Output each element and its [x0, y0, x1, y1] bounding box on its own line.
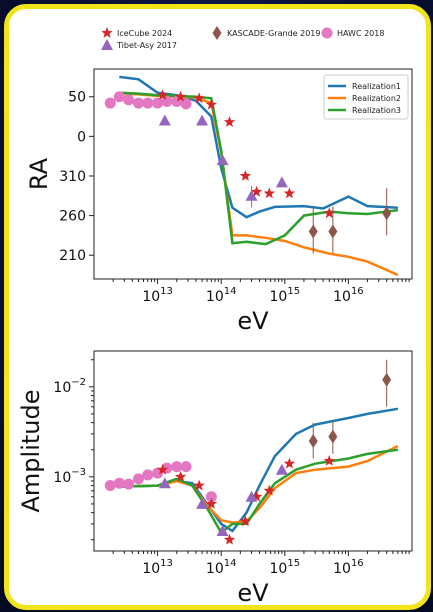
panel1-point-triangle [216, 154, 229, 166]
poster-frame: IceCube 2024 Tibet-Asy 2017 KASCADE-Grande… [4, 4, 431, 610]
panel1-point-circle [161, 95, 173, 107]
legend-marker-2 [212, 26, 222, 40]
line-legend-label-0: Realization1 [352, 82, 401, 91]
panel2-xlabel: eV [237, 579, 269, 605]
panel2-point-star [223, 533, 236, 545]
panel1-point-circle [152, 97, 164, 109]
panel2-point-triangle [275, 463, 288, 475]
panel1-point-star [223, 116, 236, 127]
legend-marker-1 [101, 39, 113, 50]
legend-marker-0 [101, 27, 113, 38]
panel1-point-star [205, 98, 218, 110]
panel1-point-diamond [328, 224, 338, 239]
line-legend-label-2: Realization3 [352, 106, 401, 115]
panel1-point-circle [142, 97, 154, 109]
panel1-point-star [174, 90, 187, 102]
panel1-line-Realization3 [119, 91, 399, 246]
panel1-ytick-label-3: 260 [59, 209, 86, 225]
panel1-point-triangle [245, 189, 258, 201]
panel2-point-triangle [216, 525, 229, 537]
panel2-point-circle [205, 491, 217, 503]
panel2-line-Realization3 [119, 448, 399, 535]
panel2-ytick-label-1: 10−3 [53, 467, 86, 486]
panel1-point-diamond [308, 224, 318, 239]
panel2-point-star [205, 497, 218, 509]
panel1-point-star [239, 170, 252, 181]
panel2-point-star [174, 470, 187, 482]
panel2-point-circle [113, 477, 125, 489]
panel1-point-circle [113, 91, 125, 103]
panel1-xtick-label-1: 1014 [206, 286, 237, 305]
panel2-point-triangle [158, 477, 171, 489]
legend-label-3: HAWC 2018 [337, 29, 384, 38]
legend-label-2: KASCADE-Grande 2019 [227, 29, 320, 38]
panel2-axes-frame [93, 350, 413, 552]
panel1-point-circle [180, 98, 192, 110]
panel1-xlabel: eV [237, 307, 269, 335]
panel1-point-triangle [196, 114, 209, 126]
panel1-point-circle [132, 97, 144, 109]
panel1-point-triangle [275, 176, 288, 188]
panel1-xtick-label-0: 1013 [142, 286, 173, 305]
panel2-point-circle [180, 461, 192, 473]
panel1-point-circle [104, 97, 116, 109]
ra-panel: 1013 1014 1015 1016 eV RA 50 0 310 260 210 Realizat… [25, 68, 413, 335]
panel1-point-circle [123, 94, 135, 106]
panel2-point-star [250, 490, 263, 502]
panel2-point-diamond [328, 429, 338, 444]
panel2-point-star [283, 457, 296, 469]
panel2-xtick-label-3: 1016 [333, 558, 364, 577]
panel2-xtick-label-1: 1014 [206, 558, 237, 577]
panel1-ytick-label-1: 0 [77, 129, 86, 145]
panel1-xtick-label-3: 1016 [333, 286, 364, 305]
panel2-point-circle [132, 473, 144, 485]
panel2-point-star [263, 484, 275, 496]
legend-label-1: Tibet-Asy 2017 [116, 41, 177, 50]
panel2-point-circle [123, 478, 135, 490]
panel2-point-star [323, 455, 335, 466]
panel1-ytick-label-4: 210 [59, 248, 86, 264]
panel2-xtick-label-0: 1013 [142, 558, 173, 577]
panel1-xtick-label-2: 1015 [270, 286, 301, 305]
panel2-ytick-label-0: 10−2 [53, 377, 86, 396]
panel1-point-triangle [158, 114, 171, 126]
panel1-line-Realization2 [119, 92, 399, 277]
panel1-axes-frame [93, 68, 413, 280]
panel1-ylabel: RA [25, 157, 53, 190]
legend-label-0: IceCube 2024 [117, 29, 172, 38]
panel1-ytick-label-2: 310 [59, 169, 86, 185]
panel2-point-circle [171, 461, 183, 473]
amplitude-panel: 1013 1014 1015 1016 eV Amplitude 10−2 10−3 [17, 350, 413, 605]
panel2-point-circle [142, 469, 154, 481]
panel1-ytick-label-0: 50 [68, 90, 86, 106]
panel2-ylabel: Amplitude [17, 390, 45, 513]
panel2-xtick-label-2: 1015 [270, 558, 301, 577]
panel2-point-circle [104, 480, 116, 492]
panel1-point-star [283, 187, 296, 199]
panel2-point-star [193, 479, 205, 491]
panel1-point-star [323, 207, 335, 219]
panel2-point-diamond [382, 372, 392, 387]
panel1-point-star [193, 92, 205, 104]
panel2-point-triangle [196, 497, 209, 509]
panel1-point-star [156, 89, 169, 100]
panel2-point-triangle [245, 490, 258, 502]
panel2-point-star [239, 515, 252, 527]
legend-marker-3 [321, 27, 333, 39]
marker-legend: IceCube 2024 Tibet-Asy 2017 KASCADE-Grande… [101, 26, 384, 50]
chart-canvas: IceCube 2024 Tibet-Asy 2017 KASCADE-Grande… [17, 26, 413, 605]
panel1-point-star [250, 185, 263, 197]
panel1-point-star [263, 187, 275, 199]
line-legend: Realization1 Realization2 Realization3 [323, 74, 409, 120]
line-legend-label-1: Realization2 [352, 94, 401, 103]
panel2-point-diamond [308, 434, 318, 449]
panel1-point-diamond [382, 206, 392, 221]
panel2-point-star [156, 463, 169, 475]
